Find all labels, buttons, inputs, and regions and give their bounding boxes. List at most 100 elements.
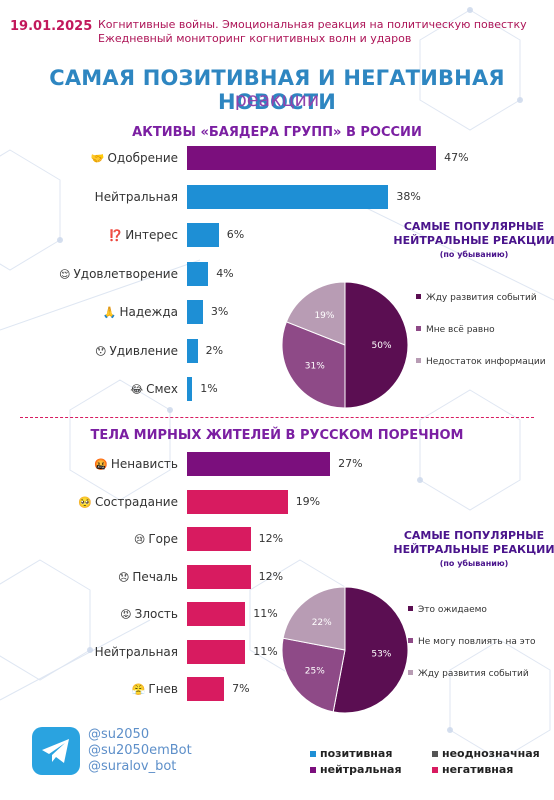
bar xyxy=(187,677,225,701)
pie-2-note: (по убыванию) xyxy=(439,559,509,568)
section-1-title: АКТИВЫ «БАЯДЕРА ГРУПП» В РОССИИ xyxy=(132,125,422,140)
section-divider xyxy=(20,417,534,418)
reaction-emoji-icon: 😂 xyxy=(130,383,144,396)
pie-legend-label: Не могу повлиять на это xyxy=(418,637,536,647)
pie-1-note: (по убыванию) xyxy=(439,250,509,259)
category-text: Нейтральная xyxy=(94,644,178,659)
bar xyxy=(187,223,219,247)
bar-row: 🙏 Надежда 3% xyxy=(0,300,554,324)
reaction-emoji-icon: 😯 xyxy=(94,344,107,358)
legend-label: неоднозначная xyxy=(442,747,540,760)
category-text: Надежда xyxy=(119,305,178,319)
category-text: Злость xyxy=(134,607,178,621)
category-label: Нейтральная xyxy=(2,185,178,209)
handle-link-1[interactable]: @su2050 xyxy=(88,727,150,742)
reaction-emoji-icon: 🤬 xyxy=(94,458,108,471)
bar-value-label: 6% xyxy=(226,228,245,241)
bar-value-label: 4% xyxy=(216,266,234,280)
category-text: Печаль xyxy=(132,569,178,584)
pie-legend-item: Жду развития событий xyxy=(416,292,551,304)
bar-value-label: 27% xyxy=(338,457,363,470)
pie-slice-label: 53% xyxy=(371,649,391,659)
bar-value-label: 47% xyxy=(444,151,469,164)
pie-legend-label: Мне всё равно xyxy=(426,325,495,335)
category-text: Гнев xyxy=(148,682,178,696)
pie-slice-label: 22% xyxy=(312,618,332,628)
reaction-emoji-icon: 🤝 xyxy=(90,152,105,165)
bar-row: Нейтральная 38% xyxy=(0,184,554,209)
bar xyxy=(187,564,251,589)
pie-slice xyxy=(282,586,346,651)
category-text: Интерес xyxy=(125,228,178,242)
category-label: Нейтральная xyxy=(2,640,178,664)
handle-link-2[interactable]: @su2050emBot xyxy=(88,743,192,758)
legend-label: нейтральная xyxy=(320,763,402,776)
pie-legend-swatch xyxy=(416,326,421,331)
pie-slice-label: 25% xyxy=(305,667,325,677)
bar xyxy=(187,184,389,209)
category-text: Удовлетворение xyxy=(73,266,178,281)
pie-slice-label: 50% xyxy=(372,341,392,351)
reaction-emoji-icon: 😢 xyxy=(133,533,146,546)
pie-chart-2: 53% 25% 22% xyxy=(281,586,409,714)
bar-row: 😞 Печаль 12% xyxy=(0,564,554,589)
bar-value-label: 2% xyxy=(205,343,224,357)
reaction-emoji-icon: 😤 xyxy=(131,683,146,696)
pie-slice-label: 31% xyxy=(305,362,325,372)
category-label: 😌 Удовлетворение xyxy=(2,262,178,287)
pie-legend-item: Это ожидаемо xyxy=(408,604,553,616)
bar-row: ⁉️ Интерес 6% xyxy=(0,223,554,247)
pie-2-legend: Это ожидаемо Не могу повлиять на это Жду р… xyxy=(408,604,553,700)
pie-chart-1: 50% 31% 19% xyxy=(281,281,409,409)
bar-value-label: 12% xyxy=(258,569,284,583)
bar xyxy=(187,489,288,514)
pie-legend-label: Недостаток информации xyxy=(426,357,546,367)
legend-neutral: нейтральная xyxy=(310,763,402,776)
category-label: 😯 Удивление xyxy=(2,339,178,364)
legend-swatch xyxy=(310,767,316,773)
reaction-emoji-icon: ⁉️ xyxy=(108,229,123,242)
pie-slice xyxy=(344,281,409,409)
bar xyxy=(187,300,203,324)
bar-row: Нейтральная 11% xyxy=(0,639,554,664)
bar-value-label: 19% xyxy=(295,494,321,508)
pie-slice-label: 19% xyxy=(314,311,334,321)
legend-ambiguous: неоднозначная xyxy=(432,747,540,760)
pie-slice xyxy=(285,281,346,346)
bar-chart-1: 🤝 Одобрение 47% Нейтральная 38% ⁉️ Интерес 6% 😌 У… xyxy=(0,146,554,401)
bar-row: 😡 Злость 11% xyxy=(0,602,554,626)
bar-row: 😌 Удовлетворение 4% xyxy=(0,261,554,287)
bar xyxy=(187,261,209,286)
category-text: Горе xyxy=(148,532,178,546)
category-label: 😂 Смех xyxy=(2,377,178,402)
pie-slice xyxy=(281,637,346,713)
bar-row: 🤬 Ненависть 27% xyxy=(0,452,554,476)
bar xyxy=(187,602,246,626)
category-text: Ненависть xyxy=(110,457,178,471)
pie-legend-label: Жду развития событий xyxy=(426,293,537,303)
legend-positive: позитивная xyxy=(310,747,392,760)
reaction-emoji-icon: 😌 xyxy=(59,267,71,281)
legend-label: негативная xyxy=(442,763,514,776)
legend-negative: негативная xyxy=(432,763,513,776)
category-label: 🙏 Надежда xyxy=(2,300,178,325)
bar-value-label: 11% xyxy=(253,644,278,658)
bar-row: 😯 Удивление 2% xyxy=(0,338,554,364)
pie-legend-item: Недостаток информации xyxy=(416,356,551,368)
category-label: 🥺 Сострадание xyxy=(2,490,178,515)
bar xyxy=(187,338,198,363)
report-date: 19.01.2025 xyxy=(10,19,93,34)
bar-row: 😂 Смех 1% xyxy=(0,377,554,401)
pie-legend-swatch xyxy=(416,294,421,299)
pie-legend-label: Жду развития событий xyxy=(418,669,529,679)
bar-row: 😢 Горе 12% xyxy=(0,527,554,551)
handle-link-3[interactable]: @suralov_bot xyxy=(88,759,177,774)
header-line-1: Когнитивные войны. Эмоциональная реакция… xyxy=(98,18,527,31)
bar xyxy=(187,146,437,170)
telegram-icon[interactable] xyxy=(32,727,80,775)
legend-swatch xyxy=(310,751,316,757)
category-text: Удивление xyxy=(109,343,178,358)
category-text: Сострадание xyxy=(95,494,178,509)
reaction-emoji-icon: 😞 xyxy=(117,570,130,584)
pie-1-legend: Жду развития событий Мне всё равно Недоста… xyxy=(416,292,551,388)
